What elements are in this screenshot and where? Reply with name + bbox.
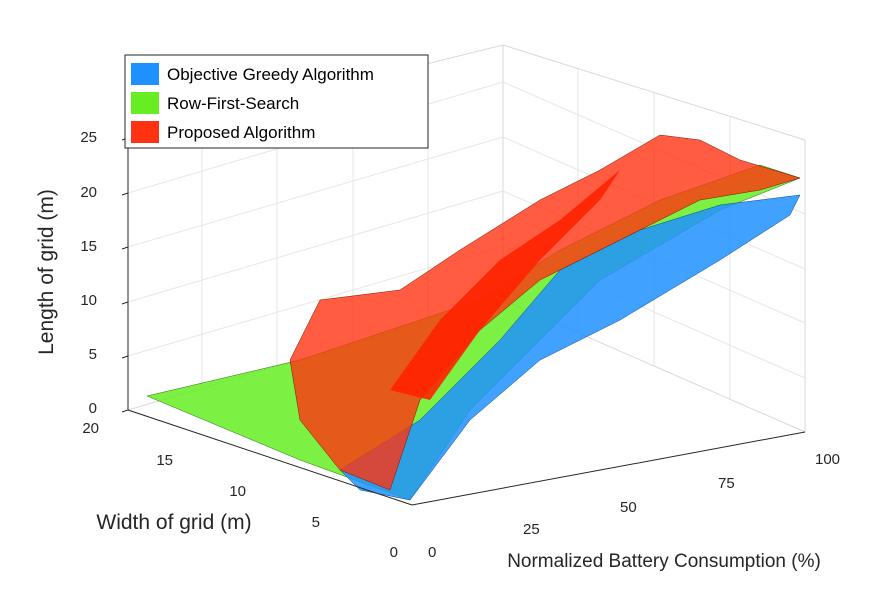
legend-swatch-objective-greedy <box>131 63 159 85</box>
legend: Objective Greedy Algorithm Row-First-Sea… <box>124 54 429 149</box>
y-tick-labels: 0 5 10 15 20 25 <box>80 129 97 417</box>
y-tick: 10 <box>80 292 97 309</box>
y-tick: 15 <box>80 238 97 255</box>
x-tick: 0 <box>390 544 398 561</box>
x-tick-labels: 0 5 10 15 20 <box>82 420 398 561</box>
proposed-surface <box>289 134 801 491</box>
series-proposed-algorithm <box>289 134 801 491</box>
x-axis-label: Width of grid (m) <box>96 511 251 534</box>
front-axes <box>127 138 806 506</box>
z-tick-labels: 0 25 50 75 100 <box>428 451 840 561</box>
legend-label: Proposed Algorithm <box>167 123 315 142</box>
legend-label: Objective Greedy Algorithm <box>167 65 374 84</box>
x-tick: 5 <box>312 514 320 531</box>
series-objective-greedy <box>339 194 801 501</box>
legend-swatch-proposed <box>131 121 159 143</box>
x-tick: 10 <box>229 483 246 500</box>
x-tick: 20 <box>82 420 99 437</box>
y-tick: 5 <box>89 346 97 363</box>
z-axis-label: Normalized Battery Consumption (%) <box>507 551 821 572</box>
objective-greedy-surface <box>339 194 801 501</box>
legend-swatch-row-first <box>131 92 159 114</box>
x-tick: 15 <box>156 452 173 469</box>
y-tick: 0 <box>89 400 97 417</box>
z-tick: 100 <box>815 451 840 468</box>
tick-marks <box>121 137 129 413</box>
z-tick: 75 <box>718 475 735 492</box>
z-tick: 50 <box>620 499 637 516</box>
legend-label: Row-First-Search <box>167 94 299 113</box>
y-tick: 25 <box>80 129 97 146</box>
z-tick: 0 <box>428 544 436 561</box>
y-tick: 20 <box>80 184 97 201</box>
y-axis-label: Length of grid (m) <box>35 189 58 355</box>
proposed-ridge <box>390 170 620 400</box>
z-tick: 25 <box>523 521 540 538</box>
